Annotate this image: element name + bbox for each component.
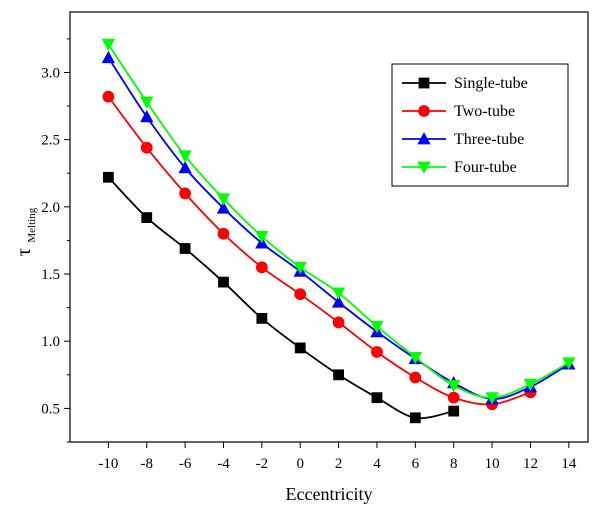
legend-item: Three-tube	[402, 131, 524, 148]
data-point	[331, 295, 346, 308]
data-point	[370, 321, 384, 334]
data-point	[333, 369, 344, 381]
x-tick-label: 8	[450, 456, 458, 472]
plot-frame	[69, 11, 589, 443]
legend-marker	[418, 105, 430, 117]
data-point	[216, 193, 231, 206]
data-point	[255, 261, 268, 274]
data-point	[217, 227, 230, 240]
data-point	[523, 378, 538, 392]
y-axis-label-subscript: Melting	[26, 207, 38, 242]
data-point	[294, 342, 306, 354]
x-tick-label: 4	[373, 456, 381, 472]
series-single-tube	[102, 171, 460, 424]
x-tick-label: -4	[217, 456, 230, 472]
x-tick-label: 12	[523, 456, 538, 472]
y-tick-label: 1.5	[41, 267, 60, 283]
legend-label: Three-tube	[454, 131, 524, 148]
data-point	[179, 243, 191, 254]
data-point	[448, 405, 460, 417]
data-point	[409, 371, 422, 384]
legend: Single-tube Two-tube Three-tube Four-tube	[391, 63, 569, 187]
x-axis: -10 -8 -6 -4 -2 0 2 4 6 8 10 12 14	[98, 442, 577, 472]
x-tick-label: -6	[179, 456, 192, 472]
data-point	[409, 412, 421, 424]
data-point	[332, 316, 345, 329]
data-point	[101, 38, 116, 52]
data-point	[178, 161, 192, 174]
legend-label: Two-tube	[454, 103, 515, 120]
data-point	[179, 187, 192, 200]
data-point	[331, 287, 346, 300]
legend-item: Two-tube	[402, 103, 515, 120]
series-four-tube	[101, 38, 576, 405]
legend-marker	[417, 161, 431, 174]
series-layer	[101, 38, 576, 424]
x-tick-label: 14	[561, 456, 577, 472]
data-point	[140, 96, 154, 109]
data-point	[255, 231, 269, 244]
x-tick-label: 10	[485, 456, 500, 472]
data-point	[408, 351, 423, 365]
y-tick-label: 0.5	[41, 401, 60, 417]
x-tick-label: -8	[140, 456, 153, 472]
legend-marker	[418, 77, 430, 89]
data-point	[371, 392, 383, 404]
legend-marker	[417, 132, 431, 145]
data-point	[447, 391, 460, 404]
y-tick-label: 2.5	[41, 133, 60, 149]
data-point	[216, 201, 231, 214]
y-axis: 0.5 1.0 1.5 2.0 2.5 3.0	[41, 38, 70, 443]
x-axis-label: Eccentricity	[286, 484, 373, 504]
data-point	[102, 90, 115, 103]
y-tick-label: 3.0	[41, 65, 60, 81]
data-point	[447, 380, 461, 393]
data-point	[218, 276, 229, 288]
y-tick-label: 2.0	[41, 200, 60, 216]
x-tick-label: -10	[98, 456, 118, 472]
x-tick-label: 6	[412, 456, 420, 472]
y-axis-label-symbol: τ	[13, 248, 35, 256]
x-tick-label: 2	[335, 456, 343, 472]
data-point	[293, 261, 307, 275]
data-point	[178, 150, 192, 163]
series-line	[107, 176, 454, 420]
data-point	[562, 357, 576, 370]
data-point	[371, 346, 383, 358]
y-tick-label: 1.0	[41, 334, 60, 350]
legend-label: Single-tube	[454, 75, 528, 92]
x-tick-label: -2	[256, 456, 269, 472]
data-point	[294, 288, 307, 301]
data-point	[485, 392, 499, 405]
legend-label: Four-tube	[454, 159, 517, 176]
data-point	[140, 109, 154, 123]
x-tick-label: 0	[296, 456, 304, 472]
legend-item: Single-tube	[402, 75, 528, 92]
data-point	[102, 171, 114, 183]
data-point	[140, 141, 153, 154]
data-point	[101, 50, 116, 64]
y-axis-label: τ Melting	[13, 207, 38, 256]
legend-item: Four-tube	[402, 159, 517, 176]
data-point	[256, 312, 268, 324]
data-point	[141, 212, 153, 223]
